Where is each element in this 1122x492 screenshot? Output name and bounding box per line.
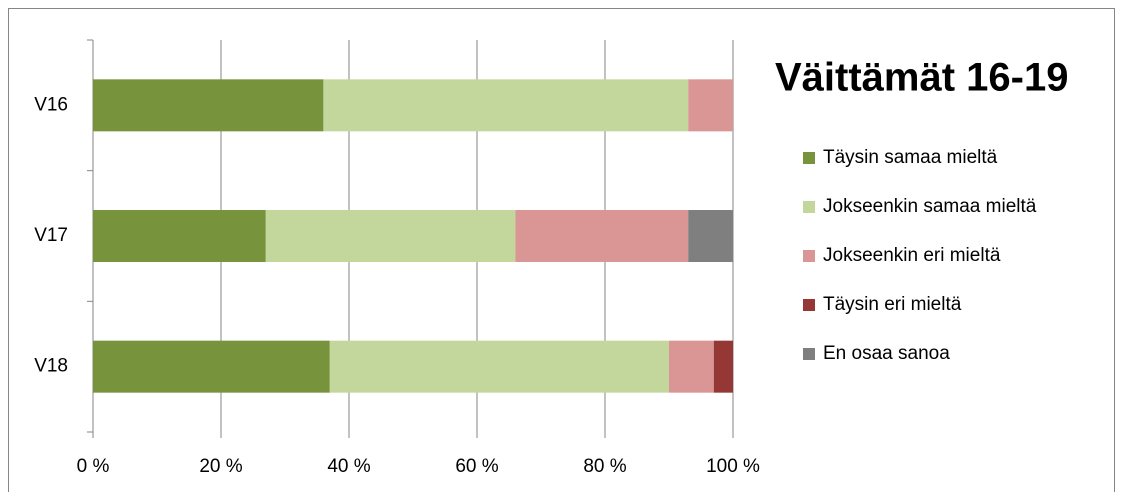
legend-label: Jokseenkin eri mieltä	[823, 245, 1001, 266]
legend-swatch	[803, 348, 815, 360]
x-tick-label: 40 %	[327, 456, 370, 477]
bar-segment	[323, 79, 689, 132]
y-tick-label: V17	[34, 225, 68, 246]
bar-segment	[265, 210, 516, 262]
y-tick-label: V16	[34, 94, 68, 115]
legend-label: Täysin samaa mieltä	[823, 147, 998, 168]
bar-segment	[93, 210, 266, 262]
x-tick-label: 20 %	[199, 456, 242, 477]
bar-segment	[713, 340, 733, 393]
legend-label: Jokseenkin samaa mieltä	[823, 196, 1037, 217]
bar-segment	[329, 340, 669, 393]
x-tick-label: 100 %	[706, 456, 760, 477]
bar-segment	[515, 210, 689, 262]
x-tick-label: 80 %	[583, 456, 626, 477]
chart-frame	[8, 8, 1115, 492]
bar-segment	[93, 79, 324, 132]
x-tick-label: 0 %	[77, 456, 110, 477]
y-tick-label: V18	[34, 356, 68, 377]
legend-swatch	[803, 250, 815, 262]
bar-segment	[669, 340, 714, 393]
bar-segment	[688, 210, 733, 262]
chart-title: Väittämät 16-19	[775, 56, 1068, 100]
legend-label: En osaa sanoa	[823, 343, 950, 364]
bar-segment	[688, 79, 733, 132]
legend-swatch	[803, 152, 815, 164]
legend-swatch	[803, 299, 815, 311]
legend-swatch	[803, 201, 815, 213]
legend-label: Täysin eri mieltä	[823, 294, 962, 315]
x-tick-label: 60 %	[455, 456, 498, 477]
bar-segment	[93, 340, 330, 393]
